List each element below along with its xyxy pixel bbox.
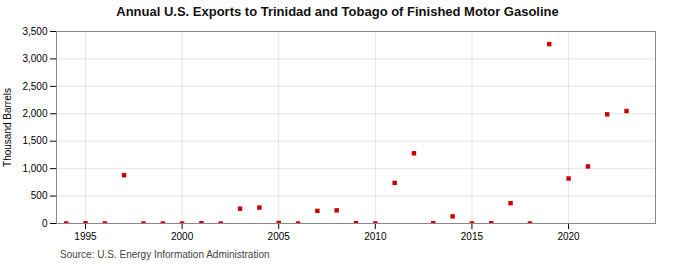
svg-text:3,000: 3,000 — [22, 53, 47, 64]
svg-text:2000: 2000 — [171, 231, 194, 242]
svg-text:1,500: 1,500 — [22, 135, 47, 146]
svg-text:2015: 2015 — [461, 231, 484, 242]
svg-text:2,500: 2,500 — [22, 81, 47, 92]
svg-text:1,000: 1,000 — [22, 163, 47, 174]
html-text:Source: U.S. Energy Informatio: Source: U.S. Energy Information Administ… — [60, 249, 270, 260]
svg-text:2005: 2005 — [268, 231, 291, 242]
html-text:Annual U.S. Exports to Trinida: Annual U.S. Exports to Trinidad and Toba… — [116, 4, 559, 19]
svg-text:1995: 1995 — [74, 231, 97, 242]
svg-text:3,500: 3,500 — [22, 26, 47, 37]
svg-text:2020: 2020 — [557, 231, 580, 242]
svg-text:2,000: 2,000 — [22, 108, 47, 119]
svg-text:2010: 2010 — [364, 231, 387, 242]
svg-text:500: 500 — [31, 190, 48, 201]
svg-text:0: 0 — [42, 218, 48, 229]
svg-text:Thousand Barrels: Thousand Barrels — [2, 88, 13, 167]
